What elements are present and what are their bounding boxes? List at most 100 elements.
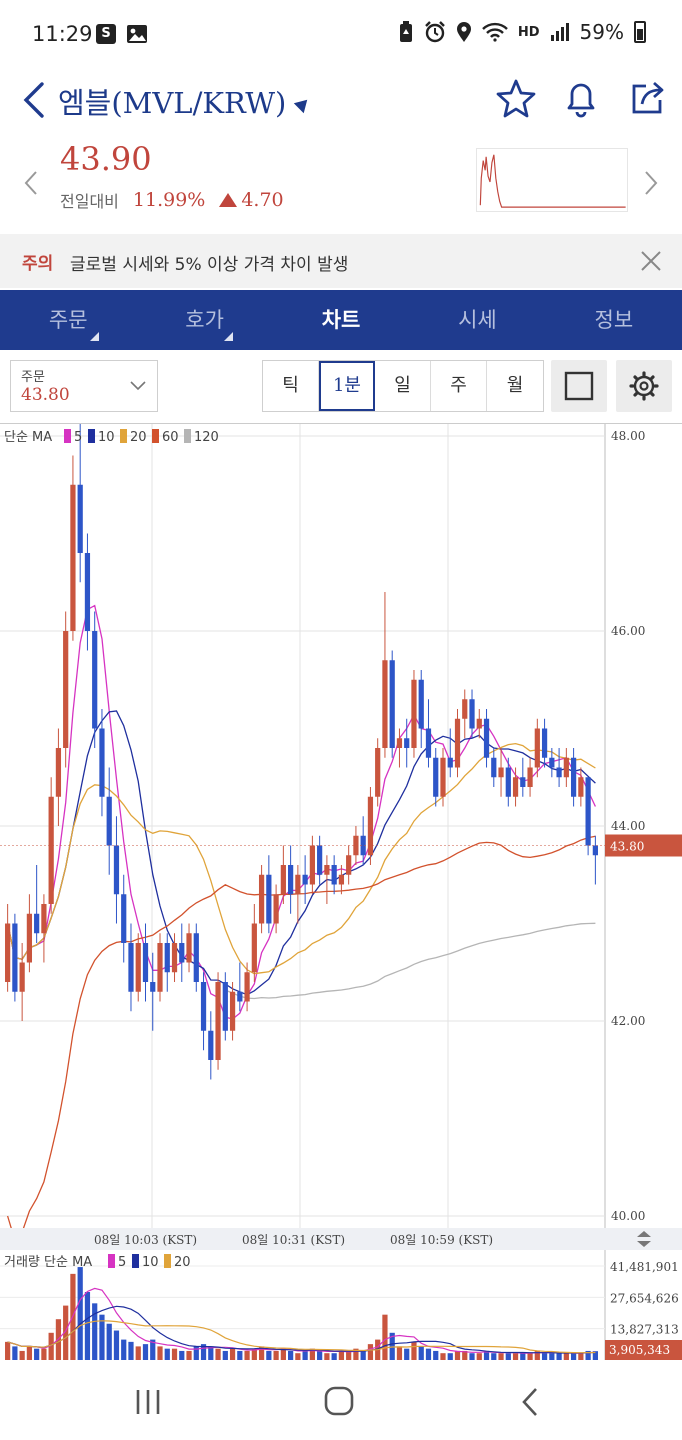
volume-bar [164,1348,170,1360]
candle [84,553,91,631]
volume-bar [440,1353,446,1360]
mini-sparkline[interactable] [476,148,628,212]
volume-bar [106,1323,112,1360]
volume-bar [433,1350,439,1360]
signal-icon [550,23,569,41]
hd-voice-label: HD [517,24,540,40]
tab-order[interactable]: 주문 [0,290,136,350]
candle [19,962,25,992]
warning-message: 글로벌 시세와 5% 이상 가격 차이 발생 [70,255,349,275]
candle [164,943,170,973]
candle [541,728,548,758]
order-price-select[interactable]: 주문 43.80 [10,360,158,412]
candle [309,845,315,885]
candle [404,738,410,748]
volume-bar [309,1348,315,1360]
candle [563,757,569,778]
main-tabs: 주문 호가 차트 시세 정보 [0,290,682,350]
candle [570,757,577,797]
time-axis-strip [0,1228,682,1250]
candle [592,845,598,856]
y-tick-label: 44.00 [611,819,645,833]
bell-icon[interactable] [561,78,601,118]
chart-toolbar: 주문 43.80 틱 1분 일 주 월 [0,352,682,424]
gear-icon [629,371,659,401]
candle [302,874,308,885]
volume-bar [63,1305,69,1360]
coin-selector[interactable]: 엠블(MVL/KRW) [58,80,313,122]
candle [273,894,279,924]
volume-bar [462,1350,468,1360]
volume-bar [556,1353,562,1360]
tab-orderbook[interactable]: 호가 [136,290,272,350]
candle [534,728,540,768]
close-icon[interactable] [638,248,664,274]
volume-bar [215,1348,221,1360]
candle [70,484,76,631]
tab-chart[interactable]: 차트 [321,308,361,332]
change-amount: 4.70 [241,189,284,211]
star-icon[interactable] [496,78,536,118]
price-chart[interactable]: 48.00 46.00 44.00 42.00 40.00 43.80 단순 MA 5 10 20… [0,424,682,1362]
candle [331,865,337,885]
volume-bar [157,1346,163,1360]
interval-month[interactable]: 월 [506,375,524,396]
back-nav-icon[interactable] [510,1384,550,1420]
settings-button[interactable] [616,360,672,412]
candle [34,913,40,934]
candle [244,972,250,1002]
candle [128,943,134,992]
candle [237,991,243,1002]
volume-bar [251,1348,257,1360]
volume-bar [193,1346,199,1360]
candle [491,757,497,778]
ma-line-60 [6,835,596,1242]
interval-1min[interactable]: 1분 [319,361,375,411]
volume-bar [266,1350,272,1360]
tab-info[interactable]: 정보 [594,308,634,332]
back-icon[interactable] [16,76,52,124]
volume-bar [92,1303,98,1360]
volume-bar [476,1353,482,1360]
candle [150,982,156,992]
candle [41,904,47,934]
volume-bar [41,1348,47,1360]
interval-day[interactable]: 일 [375,361,431,411]
interval-tick[interactable]: 틱 [263,361,319,411]
candle [121,894,127,943]
tab-market[interactable]: 시세 [458,308,497,332]
volume-bar [121,1339,127,1360]
candle [433,757,439,797]
interval-week[interactable]: 주 [431,361,487,411]
candle [396,738,403,748]
candle [324,865,330,875]
candle [483,718,490,758]
home-icon[interactable] [319,1384,359,1420]
volume-bar [534,1350,540,1360]
candle [382,660,388,748]
volume-bar [135,1346,141,1360]
candle [280,865,286,895]
chevron-right-icon[interactable] [640,168,662,198]
volume-bar [186,1350,192,1360]
recent-apps-icon[interactable] [128,1384,168,1420]
volume-bar [208,1346,214,1360]
system-nav-bar [0,1362,682,1440]
battery-icon [634,21,646,43]
candle [113,845,120,895]
candle [520,777,526,787]
candle [360,835,366,856]
volume-bar [12,1346,18,1360]
candle [512,777,519,797]
candle [208,1030,214,1060]
candle [26,913,33,963]
candle [222,982,228,1031]
header: 엠블(MVL/KRW) [0,70,682,130]
location-icon [456,22,471,42]
volume-bar [447,1353,453,1360]
fullscreen-button[interactable] [551,360,607,412]
share-icon[interactable] [628,78,668,118]
chevron-left-icon[interactable] [20,168,42,198]
legend-period: 20 [174,1255,191,1270]
alarm-icon [425,21,445,43]
